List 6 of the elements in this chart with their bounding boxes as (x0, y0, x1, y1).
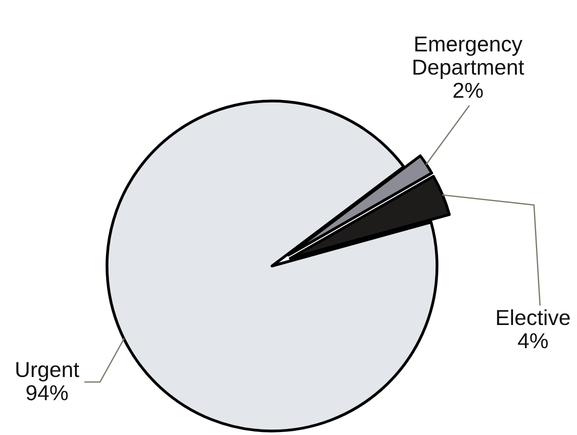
slice-label: Elective (497, 309, 570, 326)
data-label: 94% (26, 385, 68, 400)
data-label: 4% (518, 333, 548, 348)
slice-label: Emergency Department (414, 36, 524, 80)
data-label: 2% (454, 82, 483, 98)
slice-label: Urgent (16, 362, 80, 382)
